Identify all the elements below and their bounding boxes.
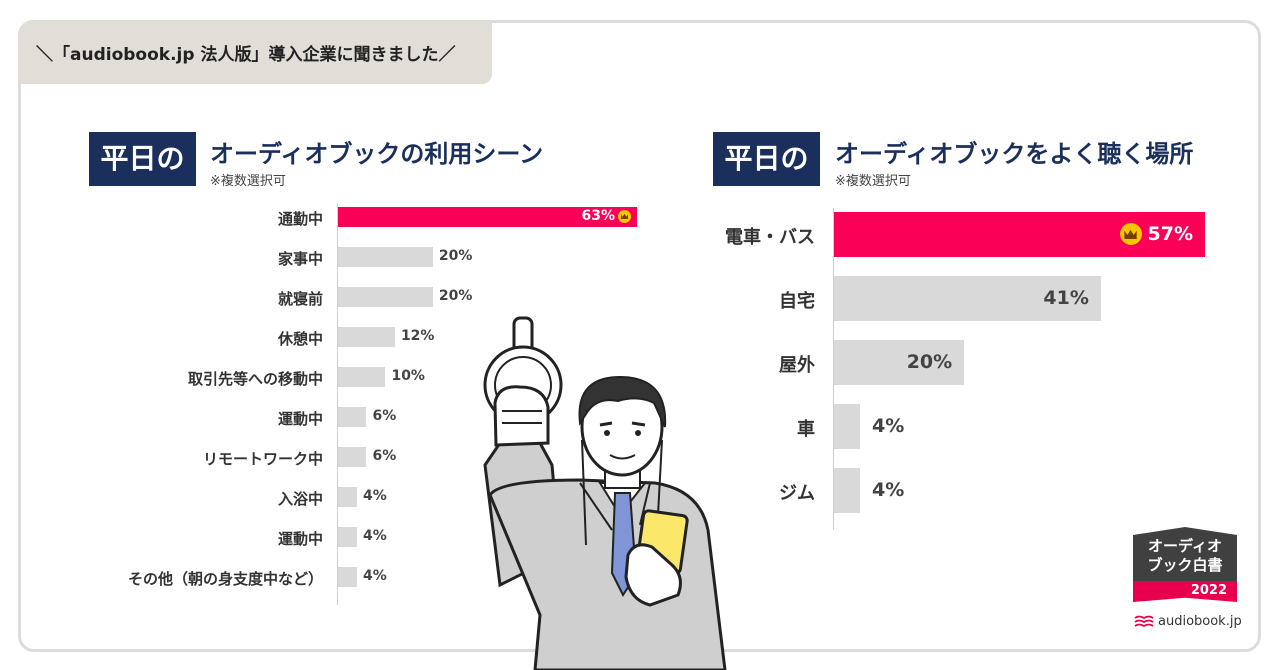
value-text: 4% [362, 528, 387, 545]
value-text: 41% [1043, 286, 1089, 309]
logo-line2: ブック白書 [1147, 556, 1223, 574]
crown-icon [1119, 223, 1142, 246]
commuter-illustration [483, 316, 727, 670]
value-label: 41% [1043, 287, 1088, 309]
axis-line [337, 203, 338, 605]
bar [338, 567, 357, 587]
logo-dark-panel: オーディオ ブック白書 [1133, 527, 1237, 581]
value-text: 20% [438, 288, 473, 305]
header-tab [18, 20, 492, 84]
logo-line1: オーディオ [1148, 537, 1222, 555]
category-label: その他（朝の身支度中など） [127, 569, 323, 588]
category-label: リモートワーク中 [202, 449, 323, 468]
bar [834, 340, 965, 385]
value-label: 20% [439, 248, 473, 264]
bar [338, 287, 433, 307]
white-paper-logo: オーディオ ブック白書 2022 [1133, 527, 1237, 602]
value-text: 20% [438, 248, 473, 265]
logo-year: 2022 [1133, 581, 1237, 602]
right-badge: 平日の [713, 132, 820, 186]
category-label: 屋外 [779, 355, 815, 377]
category-label: 通勤中 [277, 209, 323, 228]
audiobook-logo-icon [1134, 615, 1154, 627]
category-label: 自宅 [779, 291, 815, 313]
value-label: 6% [372, 448, 396, 464]
value-text: 6% [372, 408, 397, 425]
value-label: 4% [872, 415, 904, 437]
bar [834, 212, 1205, 257]
value-label: 4% [363, 488, 387, 504]
bar [338, 527, 357, 547]
bar [834, 276, 1101, 321]
category-label: 休憩中 [277, 329, 323, 348]
left-chart-title: オーディオブックの利用シーン [210, 140, 544, 168]
value-text: 63% [581, 208, 615, 225]
bar [338, 487, 357, 507]
bar [338, 447, 367, 467]
category-label: ジム [779, 483, 815, 505]
category-label: 就寝前 [277, 289, 323, 308]
bar [338, 327, 395, 347]
bar [338, 207, 637, 227]
value-text: 6% [372, 448, 397, 465]
left-chart-note: ※複数選択可 [210, 174, 286, 189]
value-text: 4% [872, 414, 905, 437]
bar [338, 367, 386, 387]
right-chart-note: ※複数選択可 [835, 174, 911, 189]
value-text: 4% [362, 488, 387, 505]
value-label: 6% [372, 408, 396, 424]
value-text: 4% [362, 568, 387, 585]
right-chart-title: オーディオブックをよく聴く場所 [835, 140, 1194, 168]
value-label: 20% [907, 351, 952, 373]
value-label: 20% [439, 288, 473, 304]
value-label: 4% [363, 528, 387, 544]
bar [338, 407, 367, 427]
value-label: 4% [363, 568, 387, 584]
value-label: 4% [872, 479, 904, 501]
value-label: 12% [401, 328, 435, 344]
value-label: 57% [1119, 222, 1193, 246]
category-label: 家事中 [277, 249, 323, 268]
value-label: 63% [581, 208, 631, 224]
category-label: 運動中 [277, 529, 323, 548]
category-label: 運動中 [277, 409, 323, 428]
bar [834, 404, 861, 449]
category-label: 車 [797, 419, 815, 441]
brand-text: audiobook.jp [1158, 614, 1242, 629]
value-text: 57% [1147, 222, 1193, 245]
axis-line [833, 208, 834, 530]
value-label: 10% [391, 368, 425, 384]
crown-icon [618, 209, 631, 223]
category-label: 取引先等への移動中 [187, 369, 323, 388]
value-text: 20% [906, 350, 953, 373]
bar [338, 247, 433, 267]
value-text: 12% [400, 328, 435, 345]
value-text: 10% [391, 368, 425, 385]
value-text: 4% [872, 478, 905, 501]
category-label: 入浴中 [277, 489, 323, 508]
left-badge: 平日の [89, 132, 196, 186]
brand-mark: audiobook.jp [1134, 614, 1242, 629]
header-title: ＼「audiobook.jp 法人版」導入企業に聞きました／ [36, 45, 456, 65]
category-label: 電車・バス [725, 227, 815, 249]
bar [834, 468, 861, 513]
